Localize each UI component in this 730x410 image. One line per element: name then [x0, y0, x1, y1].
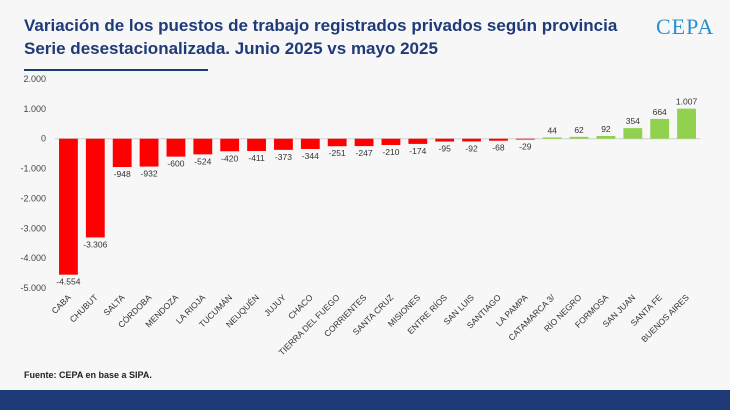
bar — [542, 137, 562, 139]
data-label: -247 — [356, 148, 373, 158]
data-label: -600 — [167, 159, 184, 169]
bar — [327, 138, 347, 147]
x-tick-label: CHUBUT — [68, 292, 100, 324]
x-tick-label: JUJUY — [262, 292, 288, 318]
bar — [85, 138, 105, 238]
bar — [569, 136, 589, 139]
data-label: 92 — [601, 124, 611, 134]
data-label: 1.007 — [676, 97, 698, 107]
data-label: -95 — [439, 144, 452, 154]
y-tick-label: -4.000 — [20, 253, 46, 263]
bar — [650, 118, 670, 139]
source-note: Fuente: CEPA en base a SIPA. — [24, 370, 152, 380]
bars — [59, 108, 696, 275]
bar — [354, 138, 374, 147]
title-line-1: Variación de los puestos de trabajo regi… — [24, 16, 618, 35]
data-label: 62 — [574, 125, 584, 135]
data-label: -373 — [275, 152, 292, 162]
data-label: -68 — [492, 143, 505, 153]
value-labels: -4.554 -3.306 -948 -932 -600 -524 -420 -411 -373… — [56, 97, 697, 287]
chart-title: Variación de los puestos de trabajo regi… — [24, 14, 644, 60]
data-label: -174 — [409, 146, 426, 156]
data-label: -3.306 — [83, 239, 107, 249]
x-tick-label: CABA — [49, 292, 73, 316]
bar — [515, 138, 535, 140]
bar — [408, 138, 428, 144]
x-tick-label: BUENOS AIRES — [639, 292, 691, 344]
bar — [435, 138, 455, 142]
bar-chart: 2.000 1.000 0 -1.000 -2.000 -3.000 -4.000 -5.00… — [20, 74, 700, 357]
x-tick-label: SALTA — [101, 292, 126, 317]
title-underline — [24, 69, 208, 71]
data-label: -210 — [382, 147, 399, 157]
bar — [59, 138, 78, 275]
footer-bar — [0, 390, 730, 410]
y-tick-label: 2.000 — [23, 74, 46, 84]
bar — [112, 138, 132, 168]
data-label: -344 — [302, 151, 319, 161]
data-label: -948 — [114, 169, 131, 179]
y-tick-label: -3.000 — [20, 223, 46, 233]
data-label: 664 — [653, 107, 667, 117]
y-axis: 2.000 1.000 0 -1.000 -2.000 -3.000 -4.000 -5.00… — [20, 74, 700, 293]
bar — [381, 138, 401, 145]
bar — [220, 138, 240, 152]
y-tick-label: 0 — [41, 134, 46, 144]
y-tick-label: -5.000 — [20, 283, 46, 293]
data-label: 44 — [547, 125, 557, 135]
y-tick-label: -1.000 — [20, 164, 46, 174]
bar — [623, 128, 643, 139]
title-line-2: Serie desestacionalizada. Junio 2025 vs … — [24, 39, 438, 58]
data-label: -411 — [248, 153, 265, 163]
bar — [462, 138, 481, 142]
cepa-logo: CEPA — [656, 14, 715, 42]
bar — [596, 135, 616, 139]
data-label: -4.554 — [56, 277, 80, 287]
bar — [193, 138, 213, 155]
bar — [166, 138, 186, 157]
data-label: -420 — [221, 153, 238, 163]
logo-text: CEPA — [656, 14, 715, 39]
x-tick-label: CATAMARCA 3/ — [506, 292, 557, 343]
data-label: -251 — [329, 148, 346, 158]
bar — [300, 138, 320, 149]
y-tick-label: -2.000 — [20, 193, 46, 203]
data-label: 354 — [626, 116, 640, 126]
data-label: -92 — [465, 143, 478, 153]
bar — [247, 138, 266, 151]
y-tick-label: 1.000 — [23, 104, 46, 114]
data-label: -932 — [141, 169, 158, 179]
bar — [274, 138, 293, 150]
data-label: -524 — [194, 156, 211, 166]
bar — [139, 138, 159, 167]
bar — [677, 108, 696, 139]
data-label: -29 — [519, 142, 532, 152]
bar — [489, 138, 508, 141]
